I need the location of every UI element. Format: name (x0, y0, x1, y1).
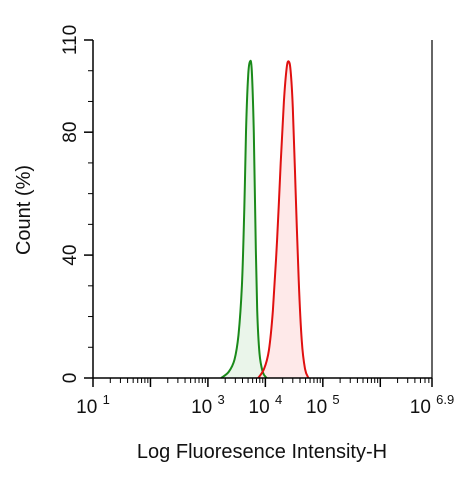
series-1-line (220, 59, 268, 379)
y-tick-label: 110 (60, 25, 81, 55)
axes: 0 40 80 110 10 1 10 3 10 4 10 5 10 6.9 (60, 25, 454, 418)
x-tick-label: 10 5 (306, 392, 340, 418)
x-tick-label: 10 1 (76, 392, 110, 418)
x-axis-title: Log Fluoresence Intensity-H (137, 441, 387, 463)
x-tick-label: 10 6.9 (410, 392, 455, 418)
x-tick-label: 10 4 (249, 392, 283, 418)
y-tick-label: 40 (60, 245, 81, 266)
series-lines (220, 59, 310, 379)
y-axis-title: Count (%) (13, 165, 35, 255)
series-2-line (257, 60, 310, 379)
y-tick-label: 80 (60, 122, 81, 143)
series-2-fill (258, 61, 309, 379)
series-fills (221, 60, 309, 379)
x-tick-label: 10 3 (191, 392, 225, 418)
series-1-fill (221, 60, 267, 378)
y-tick-label: 0 (60, 373, 81, 384)
